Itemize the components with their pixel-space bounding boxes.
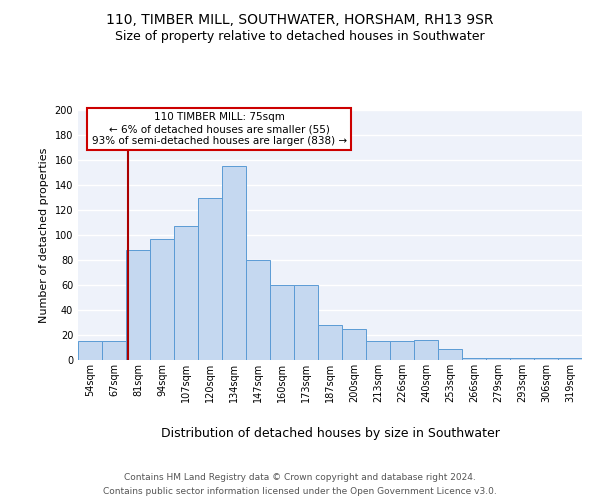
Bar — [126, 250, 150, 360]
Bar — [510, 358, 534, 360]
Bar — [390, 341, 414, 360]
Y-axis label: Number of detached properties: Number of detached properties — [39, 148, 49, 322]
Bar — [150, 239, 174, 360]
Bar — [318, 325, 342, 360]
Bar — [462, 358, 486, 360]
Bar — [222, 166, 246, 360]
Bar — [534, 358, 558, 360]
Bar — [198, 198, 222, 360]
Bar — [174, 226, 198, 360]
Bar — [438, 349, 462, 360]
Text: 110, TIMBER MILL, SOUTHWATER, HORSHAM, RH13 9SR: 110, TIMBER MILL, SOUTHWATER, HORSHAM, R… — [106, 12, 494, 26]
Text: 110 TIMBER MILL: 75sqm
← 6% of detached houses are smaller (55)
93% of semi-deta: 110 TIMBER MILL: 75sqm ← 6% of detached … — [92, 112, 347, 146]
Text: Contains public sector information licensed under the Open Government Licence v3: Contains public sector information licen… — [103, 488, 497, 496]
Bar — [486, 358, 510, 360]
Bar — [294, 285, 318, 360]
Bar — [558, 358, 582, 360]
Bar — [78, 341, 102, 360]
Text: Distribution of detached houses by size in Southwater: Distribution of detached houses by size … — [161, 428, 499, 440]
Bar — [270, 285, 294, 360]
Bar — [366, 341, 390, 360]
Bar — [414, 340, 438, 360]
Text: Size of property relative to detached houses in Southwater: Size of property relative to detached ho… — [115, 30, 485, 43]
Text: Contains HM Land Registry data © Crown copyright and database right 2024.: Contains HM Land Registry data © Crown c… — [124, 472, 476, 482]
Bar — [102, 341, 126, 360]
Bar — [342, 329, 366, 360]
Bar — [246, 260, 270, 360]
